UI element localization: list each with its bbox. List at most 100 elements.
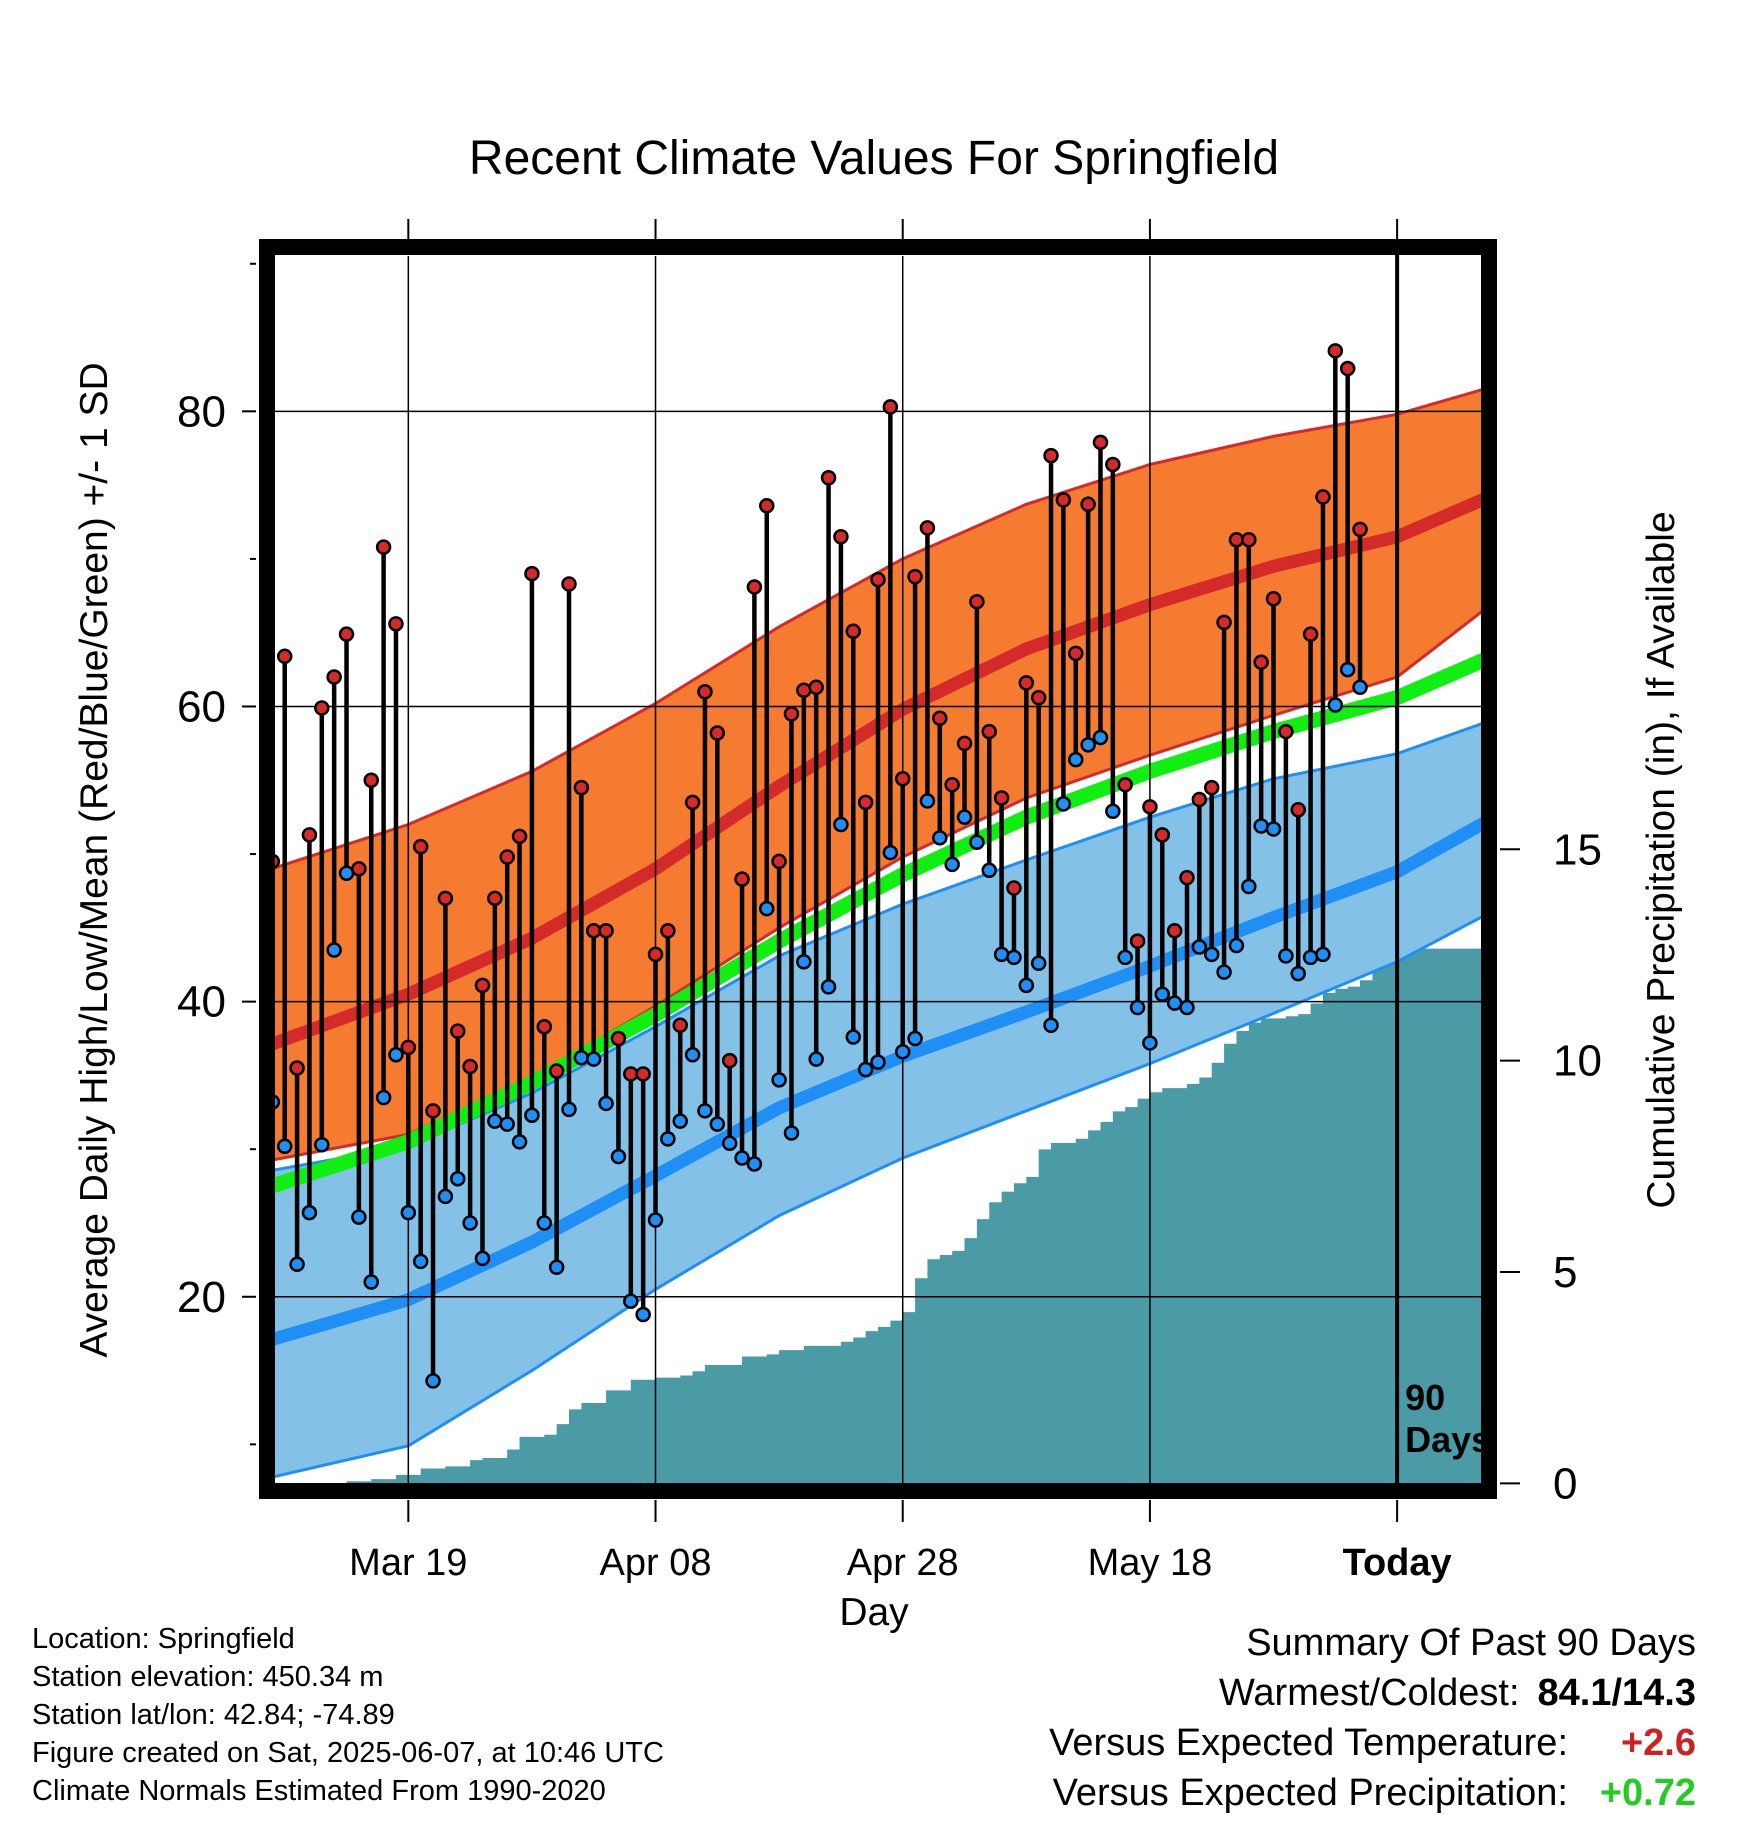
y-left-tick-label: 40 [177, 978, 226, 1027]
x-tick-label: Today [1343, 1542, 1452, 1584]
daily-high-point [660, 923, 676, 939]
daily-high-point [1352, 521, 1368, 538]
daily-high-point [610, 1030, 627, 1047]
daily-low-point [635, 1306, 651, 1323]
daily-low-point [326, 942, 342, 958]
daily-high-point [1129, 933, 1146, 949]
daily-low-point [857, 1061, 874, 1078]
daily-high-point [746, 579, 763, 595]
daily-low-point [1290, 965, 1306, 982]
daily-high-point [1166, 923, 1183, 939]
daily-high-point [450, 1023, 466, 1039]
daily-low-point [338, 865, 355, 881]
daily-high-point [1018, 675, 1035, 691]
daily-low-point [511, 1134, 528, 1150]
daily-low-point [956, 809, 973, 825]
daily-low-point [1228, 937, 1245, 954]
y-left-tick-label: 20 [177, 1273, 226, 1322]
precip-anomaly-value: +0.72 [1599, 1772, 1696, 1814]
daily-low-point [573, 1049, 590, 1066]
daily-low-point [721, 1135, 738, 1152]
y-right-tick-label: 15 [1553, 825, 1602, 874]
daily-high-point [808, 679, 824, 696]
daily-low-point [684, 1047, 701, 1063]
daily-low-point [672, 1113, 688, 1129]
created-text: Figure created on Sat, 2025-06-07, at 10… [32, 1737, 664, 1769]
daily-high-point [375, 539, 392, 555]
daily-high-point [1290, 802, 1306, 818]
daily-low-point [907, 1030, 923, 1047]
normals-period-text: Climate Normals Estimated From 1990-2020 [32, 1775, 606, 1807]
daily-high-point [499, 849, 515, 865]
daily-high-point [1092, 434, 1109, 451]
daily-low-point [487, 1113, 503, 1129]
daily-high-point [857, 794, 874, 811]
daily-high-point [474, 977, 491, 994]
daily-high-point [1265, 591, 1282, 607]
daily-low-point [993, 946, 1010, 963]
daily-low-point [1018, 977, 1035, 994]
daily-low-point [561, 1101, 577, 1118]
daily-high-point [709, 725, 726, 741]
daily-high-point [351, 861, 367, 877]
daily-low-point [1216, 964, 1232, 980]
y-left-tick-label: 80 [177, 387, 226, 436]
daily-high-point [487, 890, 503, 907]
y-right-tick-label: 0 [1553, 1459, 1577, 1508]
daily-high-point [437, 890, 454, 907]
x-tick-label: Apr 28 [847, 1542, 959, 1584]
summary-panel: Summary Of Past 90 Days Warmest/Coldest:… [1049, 1618, 1696, 1818]
daily-low-point [1339, 661, 1356, 678]
daily-low-point [1166, 995, 1183, 1011]
daily-low-point [783, 1125, 800, 1141]
daily-low-point [870, 1054, 886, 1070]
daily-low-point [388, 1047, 404, 1063]
daily-high-point [326, 669, 342, 685]
daily-high-point [276, 648, 293, 665]
daily-low-point [289, 1256, 305, 1273]
daily-low-point [1352, 679, 1368, 696]
daily-high-point [1228, 531, 1245, 548]
daily-high-point [783, 706, 800, 722]
y-axis-left-label: Average Daily High/Low/Mean (Red/Blue/Gr… [73, 362, 116, 1357]
daily-low-point [1117, 949, 1133, 966]
daily-high-point [1327, 343, 1344, 359]
daily-high-point [672, 1017, 688, 1033]
daily-low-point [450, 1170, 466, 1187]
daily-high-point [524, 565, 540, 582]
elevation-text: Station elevation: 450.34 m [32, 1661, 384, 1693]
daily-low-point [301, 1204, 318, 1221]
daily-low-point [647, 1212, 664, 1228]
daily-high-point [573, 779, 590, 796]
daily-low-point [363, 1274, 379, 1290]
daily-high-point [388, 616, 404, 632]
daily-low-point [400, 1204, 417, 1221]
daily-low-point [524, 1107, 540, 1124]
daily-high-point [561, 576, 577, 592]
daily-high-point [993, 790, 1010, 806]
daily-high-point [412, 838, 429, 855]
daily-low-point [1092, 729, 1109, 746]
daily-high-point [1117, 776, 1133, 793]
station-info: Location: Springfield Station elevation:… [32, 1620, 664, 1810]
daily-low-point [1203, 946, 1220, 963]
daily-high-point [1006, 880, 1022, 896]
daily-low-point [1068, 751, 1084, 768]
daily-low-point [969, 834, 985, 850]
daily-high-point [919, 520, 936, 536]
daily-low-point [462, 1215, 478, 1231]
low-normal-band [267, 721, 1489, 1479]
daily-high-point [1315, 489, 1331, 505]
daily-high-point [400, 1039, 417, 1056]
daily-high-point [721, 1052, 738, 1069]
daily-low-point [944, 856, 960, 873]
daily-low-point [1043, 1017, 1059, 1033]
daily-low-point [1006, 949, 1022, 966]
precip-area [267, 948, 1489, 1484]
daily-high-point [314, 700, 330, 716]
daily-low-point [585, 1051, 602, 1067]
latlon-text: Station lat/lon: 42.84; -74.89 [32, 1699, 395, 1731]
daily-high-point [289, 1060, 305, 1076]
daily-low-point [536, 1215, 553, 1231]
